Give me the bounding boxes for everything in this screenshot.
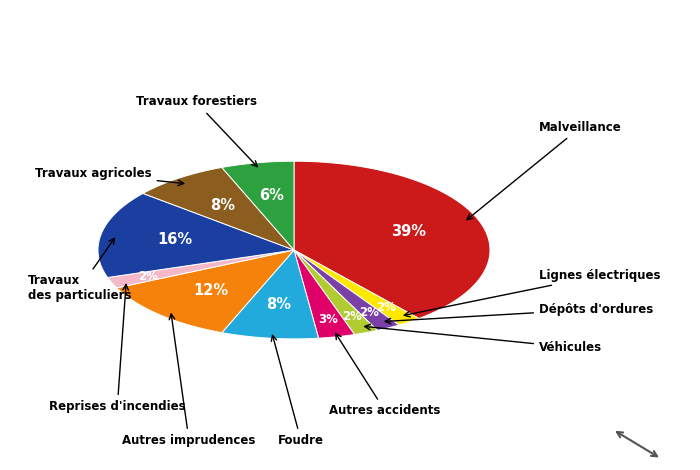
- Text: 8%: 8%: [210, 198, 235, 213]
- PathPatch shape: [222, 161, 294, 250]
- Text: 8%: 8%: [266, 297, 291, 312]
- Text: 2%: 2%: [342, 310, 362, 322]
- Text: Travaux agricoles: Travaux agricoles: [35, 167, 183, 186]
- Text: Véhicules: Véhicules: [365, 324, 602, 354]
- Text: 2%: 2%: [360, 306, 379, 319]
- Text: 2%: 2%: [139, 270, 158, 282]
- Text: 6%: 6%: [259, 188, 284, 204]
- Text: Dépôts d'ordures: Dépôts d'ordures: [385, 303, 653, 324]
- Text: 16%: 16%: [157, 232, 193, 247]
- PathPatch shape: [294, 250, 355, 338]
- PathPatch shape: [294, 161, 490, 319]
- PathPatch shape: [108, 250, 294, 288]
- Text: Foudre: Foudre: [272, 335, 324, 447]
- PathPatch shape: [117, 250, 294, 333]
- Text: 3%: 3%: [318, 313, 338, 326]
- Text: Reprises d'incendies: Reprises d'incendies: [49, 284, 186, 413]
- Text: Les causes d’incendie en pourcentage (1997-2010): Les causes d’incendie en pourcentage (19…: [80, 19, 620, 38]
- Text: 2%: 2%: [376, 301, 396, 314]
- Text: 12%: 12%: [193, 282, 228, 298]
- PathPatch shape: [98, 194, 294, 277]
- PathPatch shape: [294, 250, 377, 335]
- PathPatch shape: [143, 167, 294, 250]
- PathPatch shape: [222, 250, 318, 339]
- Text: Lignes électriques: Lignes électriques: [404, 269, 661, 317]
- Text: Autres accidents: Autres accidents: [329, 333, 441, 417]
- Text: Travaux
des particuliers: Travaux des particuliers: [28, 238, 132, 302]
- Text: Malveillance: Malveillance: [467, 121, 622, 219]
- Text: Autres imprudences: Autres imprudences: [122, 314, 256, 447]
- PathPatch shape: [294, 250, 419, 325]
- PathPatch shape: [294, 250, 399, 330]
- Text: 39%: 39%: [391, 224, 426, 239]
- Text: Travaux forestiers: Travaux forestiers: [136, 95, 257, 167]
